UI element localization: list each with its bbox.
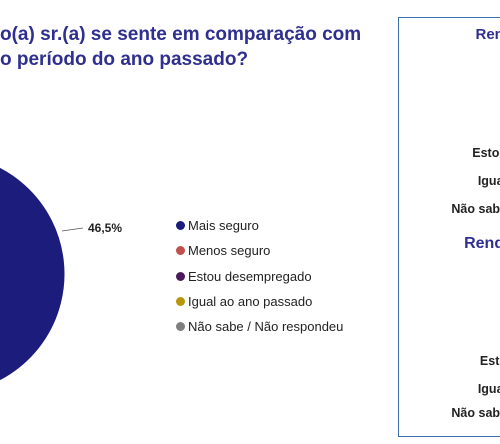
legend-marker-icon <box>176 271 185 281</box>
side-panel-label-estou: Estou <box>472 146 500 160</box>
legend-label: Igual ao ano passado <box>188 294 313 310</box>
side-panel: Rend Estou Igual Não sabe Renda Esto Igu… <box>398 17 500 437</box>
legend-label: Menos seguro <box>188 243 271 259</box>
legend-item-igual-ao-ano-passado: Igual ao ano passado <box>176 289 343 314</box>
side-panel-label-igual: Igual <box>477 174 500 188</box>
side-panel-label-nao-sabe: Não sabe <box>451 202 500 216</box>
legend-item-menos-seguro: Menos seguro <box>176 238 343 263</box>
chart-title-line-1: o(a) sr.(a) se sente em comparação com <box>0 24 362 45</box>
legend-label: Mais seguro <box>188 218 259 234</box>
chart-legend: Mais seguro Menos seguro Estou desempreg… <box>176 213 343 339</box>
side-panel-heading-top: Rend <box>475 26 500 43</box>
side-panel-label-esto: Esto <box>479 354 500 368</box>
legend-label: Não sabe / Não respondeu <box>188 319 344 335</box>
legend-item-nao-sabe: Não sabe / Não respondeu <box>176 314 343 339</box>
legend-marker-icon <box>176 221 185 231</box>
chart-title-line-2: o período do ano passado? <box>0 49 249 70</box>
chart-title: o(a) sr.(a) se sente em comparação com o… <box>0 22 380 72</box>
side-panel-label-nao-sabe-2: Não sabe <box>451 406 500 420</box>
legend-item-mais-seguro: Mais seguro <box>176 213 343 238</box>
side-panel-heading-bottom: Renda <box>464 235 500 252</box>
legend-marker-icon <box>176 297 185 307</box>
data-label-leader-line <box>61 227 84 232</box>
legend-label: Estou desempregado <box>188 268 312 284</box>
pie-chart: 46,5% <box>0 166 122 382</box>
legend-item-estou-desempregado: Estou desempregado <box>176 264 343 289</box>
legend-marker-icon <box>176 322 185 332</box>
side-panel-label-igual-2: Igual <box>477 382 500 396</box>
pie-data-label-mais-seguro: 46,5% <box>88 221 122 235</box>
pie-slice-1 <box>0 166 66 382</box>
legend-marker-icon <box>176 246 185 256</box>
